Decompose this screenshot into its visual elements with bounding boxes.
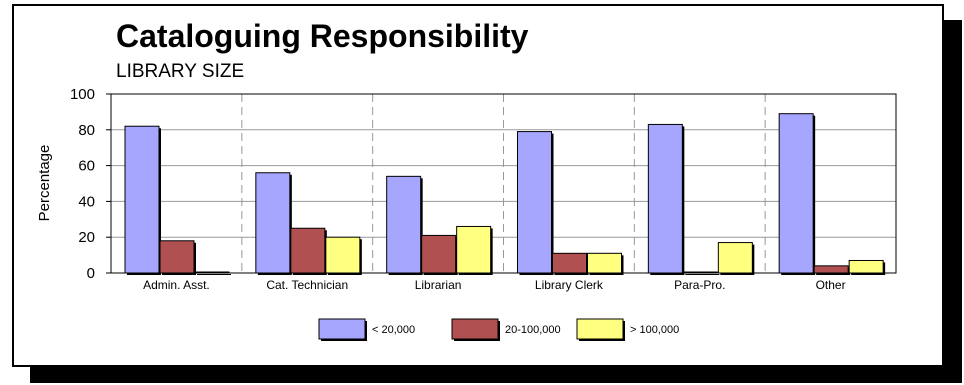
y-tick-label: 60 [78, 158, 95, 175]
bar [255, 172, 291, 274]
bar [386, 175, 422, 274]
y-tick-label: 100 [70, 86, 95, 103]
legend-swatch [451, 318, 499, 340]
y-tick-label: 40 [78, 193, 95, 210]
bar [778, 113, 814, 274]
x-tick-label: Admin. Asst. [143, 278, 210, 292]
x-tick-label: Other [816, 278, 846, 292]
bar-shadow [685, 274, 720, 275]
bar-shadow [197, 274, 231, 275]
axes [106, 93, 897, 274]
bar [647, 123, 683, 274]
x-tick-label: Librarian [415, 278, 462, 292]
x-tick-label: Cat. Technician [266, 278, 348, 292]
legend-swatch [318, 318, 366, 340]
plot-frame [110, 93, 897, 274]
legend-label: < 20,000 [372, 324, 415, 336]
y-tick-label: 20 [78, 229, 95, 246]
bar [124, 125, 160, 274]
y-tick-label: 80 [78, 122, 95, 139]
bar [290, 227, 326, 274]
chart-title: Cataloguing Responsibility [116, 18, 529, 54]
legend-label: 20-100,000 [505, 324, 561, 336]
x-tick-label: Library Clerk [535, 278, 604, 292]
bar [517, 131, 552, 274]
x-tick-label: Para-Pro. [674, 278, 725, 292]
bars [124, 113, 886, 276]
bar [552, 252, 587, 274]
grid-lines [111, 94, 896, 273]
legend-swatch [576, 318, 624, 340]
legend: < 20,000 20-100,000 > 100,000 [318, 318, 679, 341]
bar [421, 234, 457, 274]
legend-label: > 100,000 [630, 324, 679, 336]
bar [587, 252, 622, 274]
chart-subtitle: LIBRARY SIZE [116, 61, 245, 82]
bar [325, 236, 361, 274]
bar [848, 259, 884, 274]
bar [813, 265, 849, 274]
bar [717, 242, 753, 274]
y-tick-labels: 0 20 40 60 80 100 [70, 86, 95, 282]
bar [456, 225, 492, 274]
bar [159, 240, 195, 274]
x-tick-labels: Admin. Asst. Cat. Technician Librarian Libr… [143, 278, 846, 292]
y-axis-label: Percentage [36, 145, 53, 222]
y-tick-label: 0 [87, 265, 95, 282]
